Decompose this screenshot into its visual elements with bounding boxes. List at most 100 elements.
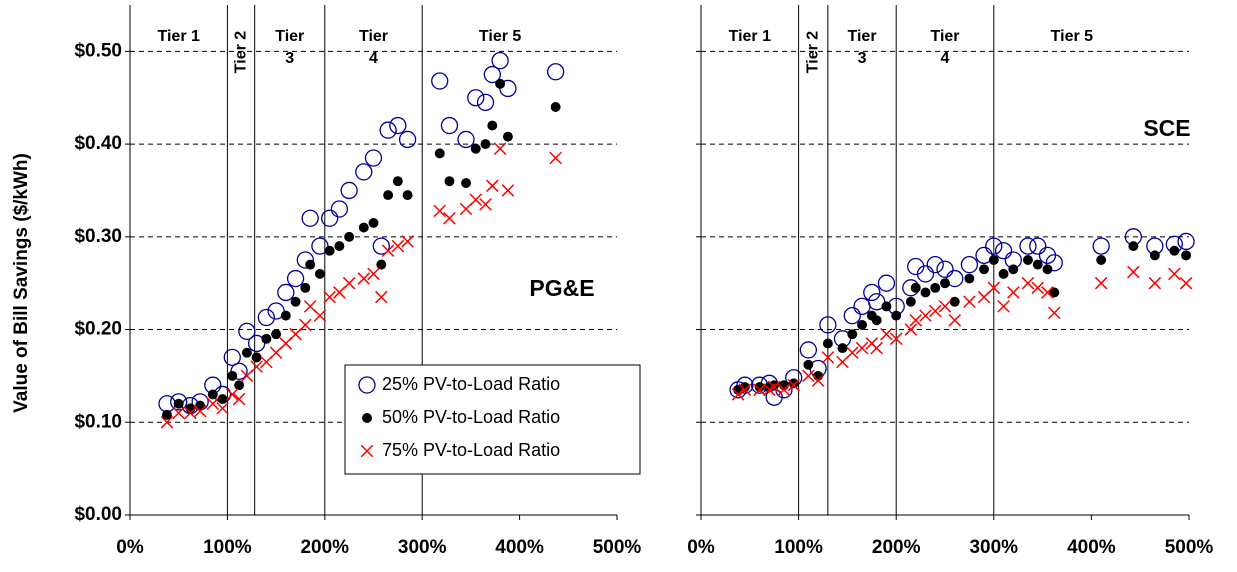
marker-circle: [257, 308, 276, 327]
x-tick-label: 200%: [872, 537, 921, 558]
marker-dot: [891, 310, 902, 321]
marker-dot: [334, 241, 345, 252]
marker-dot: [261, 333, 272, 344]
marker-x: [250, 360, 263, 373]
marker-dot: [227, 370, 238, 381]
marker-dot: [1128, 241, 1139, 252]
marker-x: [313, 309, 327, 322]
marker-x: [1094, 276, 1108, 290]
marker-x: [443, 211, 456, 225]
x-tick-label: 100%: [203, 537, 252, 558]
marker-dot: [217, 394, 228, 405]
marker-x: [1127, 265, 1140, 279]
marker-circle: [483, 65, 501, 84]
marker-dot: [173, 398, 184, 409]
marker-x: [1041, 286, 1054, 299]
y-tick-label: $0.20: [74, 319, 122, 340]
marker-dot: [241, 347, 252, 358]
marker-circle: [546, 63, 565, 81]
marker-x: [433, 204, 447, 218]
marker-circle: [238, 322, 256, 341]
marker-dot: [480, 139, 491, 150]
marker-dot: [1032, 259, 1043, 270]
marker-dot: [392, 176, 403, 187]
marker-circle: [379, 121, 397, 139]
legend-box: [344, 364, 641, 475]
x-tick-label: 500%: [1165, 537, 1214, 558]
marker-dot: [857, 319, 867, 330]
marker-x: [172, 406, 185, 420]
marker-x: [870, 341, 883, 355]
marker-dot: [290, 296, 301, 307]
y-tick-label: $0.00: [74, 504, 122, 525]
marker-x: [963, 295, 976, 309]
marker-x: [193, 404, 207, 418]
marker-x: [493, 142, 507, 156]
marker-x: [948, 313, 962, 327]
marker-dot: [358, 222, 369, 233]
marker-circle: [960, 255, 979, 274]
marker-circle: [491, 51, 509, 70]
marker-circle: [170, 393, 188, 411]
marker-dot: [988, 255, 999, 265]
marker-x: [299, 318, 312, 332]
marker-circle: [330, 200, 349, 218]
marker-dot: [979, 264, 989, 275]
marker-dot: [803, 359, 814, 370]
marker-x: [469, 193, 483, 207]
marker-dot: [461, 178, 471, 188]
legend-label: 25% PV-to-Load Ratio: [382, 374, 560, 394]
marker-dot: [271, 329, 282, 340]
marker-x: [938, 300, 952, 313]
marker-dot: [402, 190, 413, 201]
panel-label: SCE: [1143, 115, 1190, 141]
marker-circle: [158, 395, 176, 413]
x-tick-label: 0%: [687, 537, 715, 558]
marker-dot: [940, 278, 950, 289]
marker-dot: [280, 310, 291, 321]
tier-label: 4: [369, 50, 378, 67]
marker-dot: [788, 378, 799, 389]
marker-dot: [1149, 250, 1160, 261]
tier-label: Tier: [359, 28, 388, 45]
marker-x: [1168, 267, 1181, 281]
marker-x: [367, 267, 380, 281]
marker-dot: [1008, 264, 1019, 275]
marker-dot: [881, 301, 892, 312]
tier-label: Tier 2: [804, 31, 821, 74]
marker-x: [1048, 306, 1061, 320]
marker-dot: [1049, 287, 1060, 298]
marker-x: [802, 369, 815, 383]
x-tick-label: 0%: [116, 537, 144, 558]
x-tick-label: 100%: [774, 537, 823, 558]
marker-dot: [949, 296, 960, 307]
marker-circle: [340, 181, 358, 200]
marker-dot: [813, 370, 824, 381]
marker-circle: [467, 89, 485, 107]
x-tick-label: 400%: [1067, 537, 1116, 558]
marker-dot: [998, 268, 1009, 279]
tier-label: 3: [285, 50, 294, 67]
marker-dot: [324, 245, 335, 256]
marker-dot: [185, 403, 196, 414]
marker-dot: [368, 217, 379, 228]
marker-circle: [223, 348, 241, 367]
marker-dot: [251, 352, 262, 363]
marker-circle: [296, 251, 314, 269]
marker-x: [845, 346, 859, 360]
marker-dot: [383, 190, 394, 201]
marker-x: [919, 309, 932, 322]
marker-x: [731, 388, 745, 401]
marker-x: [360, 444, 374, 458]
marker-x: [342, 276, 356, 290]
marker-x: [381, 244, 395, 258]
marker-circle: [372, 237, 390, 255]
marker-circle: [877, 274, 896, 292]
marker-circle: [819, 316, 837, 334]
tier-label: Tier 1: [157, 28, 200, 45]
marker-dot: [344, 231, 355, 242]
marker-x: [928, 304, 942, 318]
marker-dot: [362, 413, 372, 423]
marker-x: [904, 323, 918, 336]
